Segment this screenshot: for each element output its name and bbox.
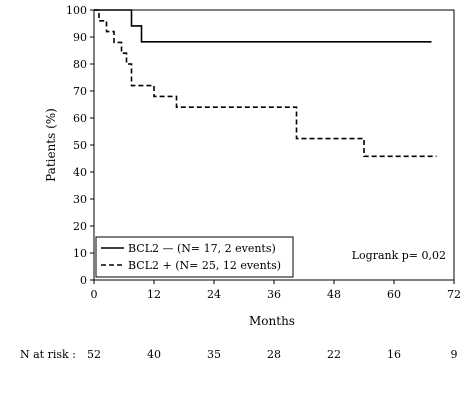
x-tick-label: 0 xyxy=(91,288,98,301)
bcl2-negative-curve xyxy=(94,9,432,43)
x-tick-label: 12 xyxy=(147,288,161,301)
logrank-annotation: Logrank p= 0,02 xyxy=(352,249,446,262)
x-axis: 0 12 24 36 48 60 72 xyxy=(91,280,461,301)
legend-label: BCL2 + (N= 25, 12 events) xyxy=(128,259,281,272)
at-risk-count: 52 xyxy=(87,348,101,361)
x-axis-title: Months xyxy=(249,314,295,328)
x-tick-label: 72 xyxy=(447,288,461,301)
y-tick-label: 10 xyxy=(73,247,87,260)
at-risk-count: 40 xyxy=(147,348,161,361)
legend-label: BCL2 — (N= 17, 2 events) xyxy=(128,242,276,255)
y-tick-label: 30 xyxy=(73,193,87,206)
x-tick-label: 60 xyxy=(387,288,401,301)
y-tick-label: 20 xyxy=(73,220,87,233)
y-tick-label: 70 xyxy=(73,85,87,98)
x-tick-label: 36 xyxy=(267,288,281,301)
at-risk-count: 35 xyxy=(207,348,221,361)
y-axis: 0 10 20 30 40 50 60 70 80 90 100 xyxy=(66,4,94,287)
at-risk-count: 28 xyxy=(267,348,281,361)
bcl2-positive-curve xyxy=(94,9,437,158)
survival-curves xyxy=(94,9,437,158)
legend-box xyxy=(95,236,294,278)
y-tick-label: 40 xyxy=(73,166,87,179)
at-risk-label: N at risk : xyxy=(20,348,76,361)
y-tick-label: 60 xyxy=(73,112,87,125)
at-risk-count: 22 xyxy=(327,348,341,361)
at-risk-table: N at risk : 52 40 35 28 22 16 9 xyxy=(20,348,458,361)
x-tick-label: 24 xyxy=(207,288,221,301)
y-tick-label: 100 xyxy=(66,4,87,17)
at-risk-count: 16 xyxy=(387,348,401,361)
y-tick-label: 0 xyxy=(80,274,87,287)
y-tick-label: 90 xyxy=(73,31,87,44)
y-axis-title: Patients (%) xyxy=(44,108,58,182)
x-tick-label: 48 xyxy=(327,288,341,301)
legend: BCL2 — (N= 17, 2 events) BCL2 + (N= 25, 1… xyxy=(101,242,281,272)
at-risk-count: 9 xyxy=(451,348,458,361)
y-tick-label: 50 xyxy=(73,139,87,152)
y-tick-label: 80 xyxy=(73,58,87,71)
